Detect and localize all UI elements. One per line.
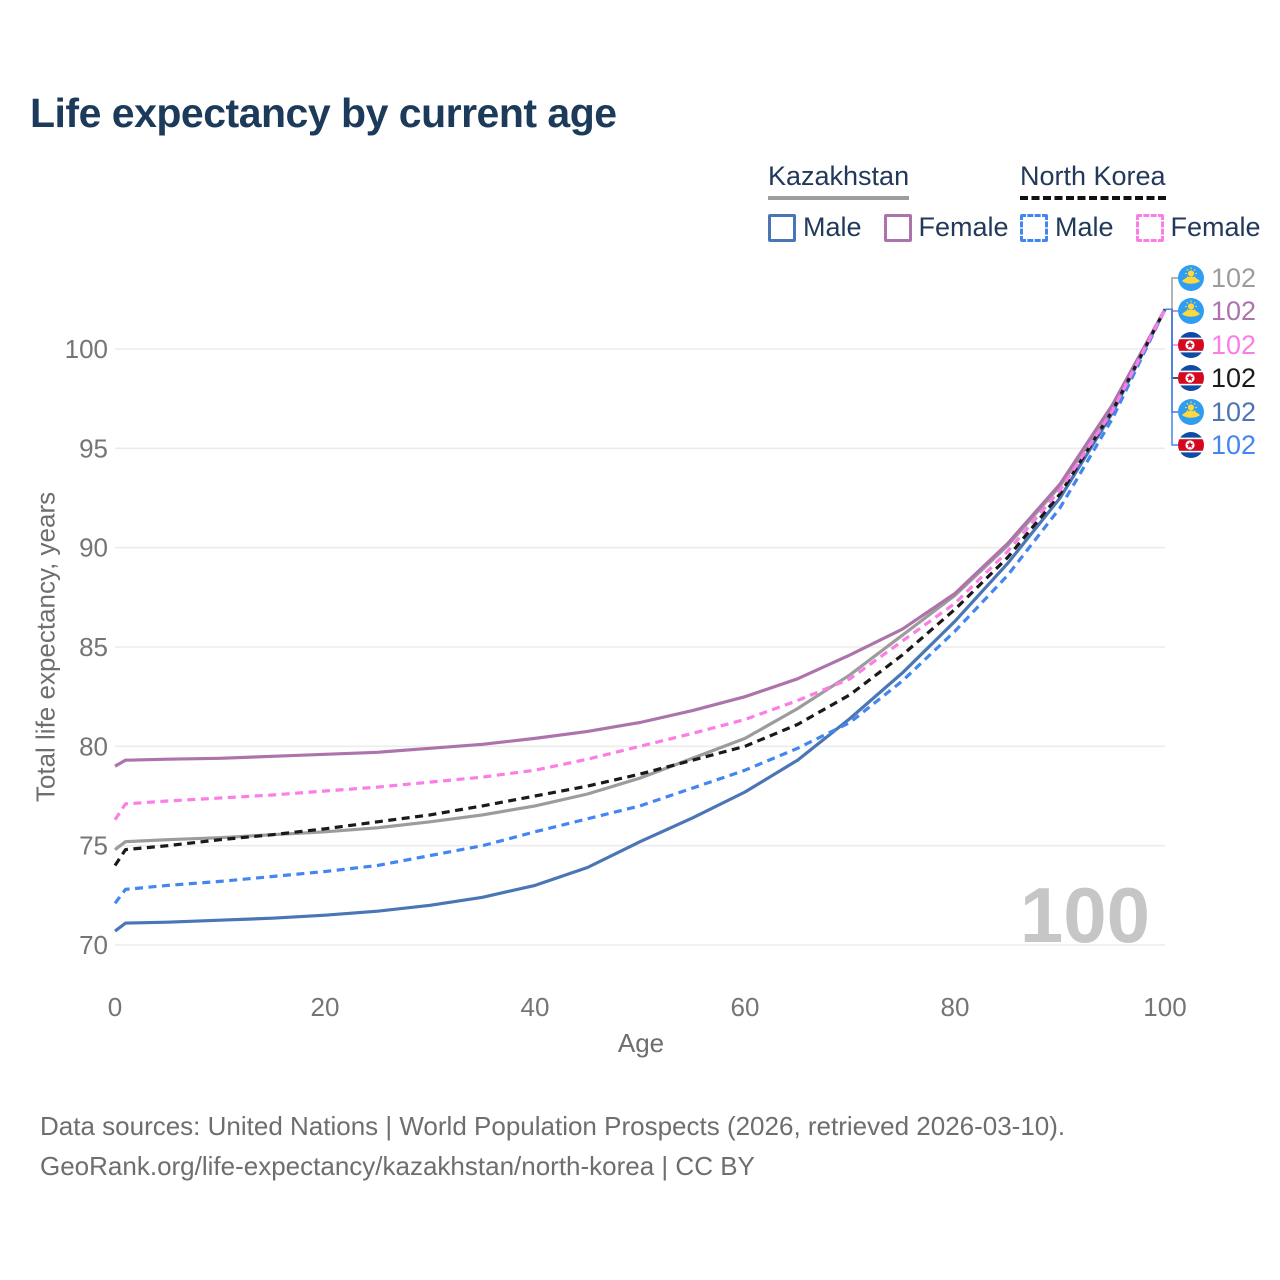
legend-item-label: Female bbox=[1170, 212, 1261, 242]
x-tick-label: 100 bbox=[1143, 992, 1186, 1022]
flag-blue-band-top bbox=[1178, 365, 1204, 371]
north-korea-flag-icon bbox=[1178, 365, 1204, 391]
legend-group-kazakhstan: Kazakhstan Male Female bbox=[768, 161, 1009, 243]
end-value-label: 102 bbox=[1211, 330, 1256, 360]
y-tick-label: 85 bbox=[79, 632, 108, 662]
kazakhstan-flag-icon bbox=[1178, 298, 1204, 324]
north-korea-flag-stripes bbox=[1178, 365, 1204, 391]
legend-item-north-korea-male[interactable]: Male bbox=[1020, 212, 1114, 243]
legend-item-label: Female bbox=[918, 212, 1009, 242]
legend-items-row: Male Female bbox=[1020, 212, 1261, 243]
legend-swatch-icon bbox=[1135, 213, 1164, 242]
page-title: Life expectancy by current age bbox=[30, 90, 617, 136]
legend-country-label[interactable]: Kazakhstan bbox=[768, 161, 910, 200]
flag-blue-band-top bbox=[1178, 332, 1204, 338]
series-line-north-korea-male bbox=[113, 308, 1167, 905]
flag-sun-ray bbox=[1193, 309, 1196, 312]
north-korea-flag-icon bbox=[1178, 432, 1204, 458]
x-tick-label: 20 bbox=[311, 992, 340, 1022]
end-value-label: 102 bbox=[1211, 363, 1256, 393]
series-line-north-korea bbox=[113, 308, 1167, 867]
flag-sun-ray bbox=[1186, 402, 1189, 405]
legend-swatch-icon bbox=[1020, 213, 1048, 242]
north-korea-flag-stripes bbox=[1178, 432, 1204, 458]
flag-sun-ray bbox=[1193, 402, 1196, 405]
legend-swatch-icon bbox=[883, 213, 912, 242]
x-tick-label: 80 bbox=[941, 992, 970, 1022]
end-value-label: 102 bbox=[1211, 263, 1256, 293]
flag-eagle bbox=[1182, 276, 1200, 284]
flag-blue-band-bottom bbox=[1178, 385, 1204, 391]
flag-sun bbox=[1187, 303, 1195, 310]
legend-item-north-korea-female[interactable]: Female bbox=[1135, 212, 1261, 243]
legend-swatch-icon bbox=[768, 213, 796, 242]
legend-group-north-korea: North Korea Male Female bbox=[1020, 161, 1261, 243]
kazakhstan-flag-icon bbox=[1178, 399, 1204, 425]
y-tick-label: 100 bbox=[65, 334, 108, 364]
legend-item-kazakhstan-female[interactable]: Female bbox=[883, 212, 1009, 243]
series-line-kazakhstan-male bbox=[114, 308, 1167, 933]
flag-sun-ray bbox=[1193, 301, 1196, 304]
flag-sun-ray bbox=[1186, 410, 1189, 413]
footer-data-sources: Data sources: United Nations | World Pop… bbox=[40, 1111, 1066, 1141]
hover-age-watermark: 100 bbox=[1019, 871, 1150, 959]
flag-red-star bbox=[1186, 441, 1194, 448]
flag-sun-ray bbox=[1186, 276, 1189, 279]
x-tick-label: 60 bbox=[731, 992, 760, 1022]
y-tick-label: 90 bbox=[79, 533, 108, 563]
end-label-leader-line bbox=[1165, 277, 1178, 311]
north-korea-flag-icon bbox=[1178, 332, 1204, 358]
footer: Data sources: United Nations | World Pop… bbox=[40, 1106, 1065, 1186]
flag-sun-ray bbox=[1193, 410, 1196, 413]
series-line-kazakhstan-female bbox=[114, 308, 1167, 768]
flag-eagle bbox=[1182, 309, 1200, 317]
end-value-label: 102 bbox=[1211, 296, 1256, 326]
flag-red-star bbox=[1186, 341, 1194, 348]
series-line-north-korea-female bbox=[113, 308, 1167, 821]
legend-items-row: Male Female bbox=[768, 212, 1009, 243]
footer-attribution: GeoRank.org/life-expectancy/kazakhstan/n… bbox=[40, 1151, 755, 1181]
x-axis-title: Age bbox=[617, 1028, 665, 1058]
flag-sun-ray bbox=[1186, 268, 1189, 271]
y-tick-label: 70 bbox=[79, 930, 108, 960]
flag-sun-ray bbox=[1193, 276, 1196, 279]
legend-country-label[interactable]: North Korea bbox=[1020, 161, 1166, 200]
legend-item-kazakhstan-male[interactable]: Male bbox=[768, 212, 862, 243]
end-value-label: 102 bbox=[1211, 397, 1256, 427]
series-line-kazakhstan bbox=[114, 308, 1167, 851]
y-tick-label: 75 bbox=[79, 831, 108, 861]
y-axis-title: Total life expectancy, years bbox=[30, 491, 61, 803]
flag-sun bbox=[1187, 404, 1195, 411]
end-label-leader-line bbox=[1165, 308, 1178, 446]
flag-blue-band-top bbox=[1178, 432, 1204, 438]
flag-sun-ray bbox=[1193, 268, 1196, 271]
flag-blue-band-bottom bbox=[1178, 352, 1204, 358]
north-korea-flag-stripes bbox=[1178, 332, 1204, 358]
y-tick-label: 95 bbox=[79, 433, 108, 463]
end-value-label: 102 bbox=[1211, 430, 1256, 460]
flag-sun-ray bbox=[1186, 301, 1189, 304]
x-tick-label: 0 bbox=[108, 992, 122, 1022]
flag-sun bbox=[1187, 270, 1195, 277]
legend-item-label: Male bbox=[1055, 212, 1114, 242]
flag-blue-band-bottom bbox=[1178, 452, 1204, 458]
kazakhstan-flag-icon bbox=[1178, 265, 1204, 291]
flag-red-star bbox=[1186, 374, 1194, 381]
flag-sun-ray bbox=[1186, 309, 1189, 312]
x-tick-label: 40 bbox=[521, 992, 550, 1022]
legend-item-label: Male bbox=[803, 212, 862, 242]
y-tick-label: 80 bbox=[79, 731, 108, 761]
flag-eagle bbox=[1182, 410, 1200, 418]
